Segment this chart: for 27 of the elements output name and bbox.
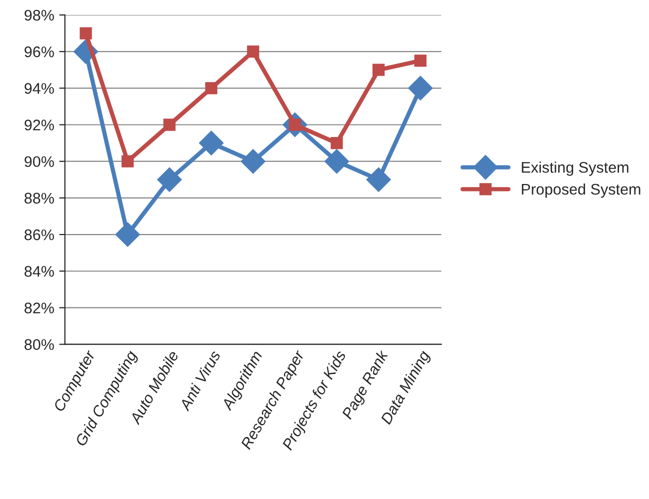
- point: [115, 222, 140, 247]
- point: [163, 118, 176, 131]
- point: [366, 167, 391, 192]
- point: [247, 45, 260, 58]
- point: [198, 130, 224, 156]
- y-tick-label: 84%: [24, 266, 54, 277]
- point: [372, 64, 385, 76]
- point: [240, 149, 266, 174]
- y-tick-label: 80%: [24, 339, 54, 350]
- legend-label: Proposed System: [522, 183, 640, 198]
- y-tick-label: 86%: [24, 229, 54, 240]
- y-tick-label: 82%: [24, 302, 54, 314]
- point: [414, 54, 426, 67]
- point: [205, 82, 218, 94]
- point: [80, 27, 92, 40]
- point: [408, 76, 433, 100]
- y-tick-label: 90%: [24, 156, 54, 168]
- legend-label: Existing System: [522, 162, 628, 176]
- point: [324, 149, 350, 174]
- y-tick-label: 88%: [24, 192, 54, 204]
- y-tick-label: 92%: [24, 120, 54, 130]
- point: [122, 155, 134, 168]
- y-tick-label: 98%: [24, 10, 54, 21]
- point: [157, 167, 182, 192]
- point: [330, 136, 343, 150]
- y-tick-label: 96%: [24, 46, 54, 58]
- y-tick-label: 94%: [24, 83, 54, 94]
